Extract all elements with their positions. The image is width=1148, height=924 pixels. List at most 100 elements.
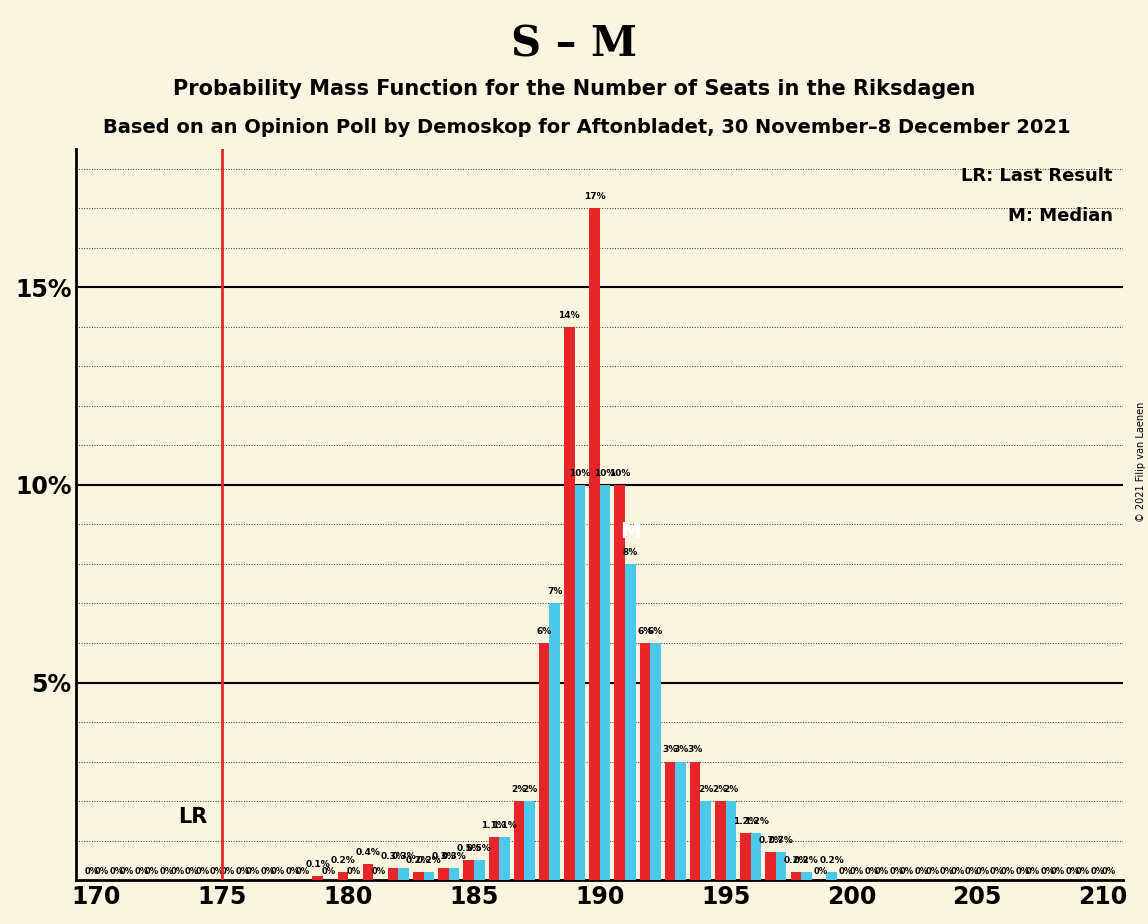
- Text: 0.7%: 0.7%: [769, 836, 793, 845]
- Bar: [550, 603, 560, 881]
- Bar: [363, 864, 373, 881]
- Bar: [439, 869, 449, 881]
- Bar: [575, 485, 585, 881]
- Text: 0%: 0%: [850, 868, 863, 876]
- Text: 0%: 0%: [990, 868, 1004, 876]
- Bar: [413, 872, 424, 881]
- Text: 0%: 0%: [925, 868, 939, 876]
- Text: 0%: 0%: [271, 868, 285, 876]
- Text: 6%: 6%: [536, 626, 552, 636]
- Text: 0%: 0%: [347, 868, 360, 876]
- Text: 0%: 0%: [814, 868, 828, 876]
- Text: S – M: S – M: [511, 23, 637, 65]
- Bar: [751, 833, 761, 881]
- Text: 2%: 2%: [723, 785, 738, 794]
- Text: 1.1%: 1.1%: [492, 821, 517, 830]
- Text: 3%: 3%: [688, 746, 703, 755]
- Text: 7%: 7%: [548, 588, 563, 596]
- Bar: [715, 801, 726, 881]
- Text: 0%: 0%: [1040, 868, 1055, 876]
- Bar: [665, 761, 675, 881]
- Text: 0%: 0%: [286, 868, 300, 876]
- Text: 1.2%: 1.2%: [734, 817, 758, 826]
- Text: 0%: 0%: [1050, 868, 1065, 876]
- Bar: [564, 327, 575, 881]
- Text: 0%: 0%: [95, 868, 109, 876]
- Bar: [589, 208, 599, 881]
- Text: 0%: 0%: [839, 868, 853, 876]
- Text: 10%: 10%: [608, 468, 630, 478]
- Text: 0%: 0%: [261, 868, 274, 876]
- Text: 3%: 3%: [673, 746, 688, 755]
- Bar: [740, 833, 751, 881]
- Bar: [599, 485, 611, 881]
- Text: 0.2%: 0.2%: [794, 857, 819, 865]
- Text: 0.4%: 0.4%: [356, 848, 380, 857]
- Bar: [398, 869, 409, 881]
- Text: 8%: 8%: [622, 548, 638, 557]
- Text: LR: Last Result: LR: Last Result: [961, 167, 1112, 185]
- Text: Based on an Opinion Poll by Demoskop for Aftonbladet, 30 November–8 December 202: Based on an Opinion Poll by Demoskop for…: [103, 118, 1071, 138]
- Text: 6%: 6%: [647, 626, 664, 636]
- Bar: [625, 564, 636, 881]
- Bar: [489, 836, 499, 881]
- Text: 0%: 0%: [964, 868, 979, 876]
- Text: 0.2%: 0.2%: [783, 857, 808, 865]
- Bar: [776, 853, 786, 881]
- Bar: [650, 643, 660, 881]
- Text: 3%: 3%: [662, 746, 677, 755]
- Text: 0.1%: 0.1%: [305, 860, 331, 869]
- Bar: [338, 872, 348, 881]
- Text: 0%: 0%: [864, 868, 878, 876]
- Text: 0%: 0%: [915, 868, 929, 876]
- Text: 1.1%: 1.1%: [481, 821, 506, 830]
- Text: 0%: 0%: [1065, 868, 1079, 876]
- Bar: [700, 801, 711, 881]
- Text: 0%: 0%: [170, 868, 185, 876]
- Text: 0.5%: 0.5%: [456, 845, 481, 853]
- Text: 0.2%: 0.2%: [417, 857, 441, 865]
- Text: 0%: 0%: [109, 868, 124, 876]
- Text: 0%: 0%: [1015, 868, 1030, 876]
- Text: 0%: 0%: [321, 868, 335, 876]
- Text: 0%: 0%: [940, 868, 954, 876]
- Text: M: Median: M: Median: [1008, 208, 1112, 225]
- Bar: [499, 836, 510, 881]
- Bar: [766, 853, 776, 881]
- Text: 0%: 0%: [976, 868, 990, 876]
- Text: 0%: 0%: [1101, 868, 1116, 876]
- Bar: [388, 869, 398, 881]
- Text: © 2021 Filip van Laenen: © 2021 Filip van Laenen: [1135, 402, 1146, 522]
- Text: 17%: 17%: [583, 192, 605, 201]
- Text: 0%: 0%: [951, 868, 964, 876]
- Text: Probability Mass Function for the Number of Seats in the Riksdagen: Probability Mass Function for the Number…: [173, 79, 975, 99]
- Text: 0%: 0%: [296, 868, 310, 876]
- Text: 2%: 2%: [522, 785, 537, 794]
- Bar: [464, 860, 474, 881]
- Text: 0%: 0%: [900, 868, 914, 876]
- Text: 0.2%: 0.2%: [406, 857, 430, 865]
- Text: 0%: 0%: [134, 868, 148, 876]
- Bar: [675, 761, 685, 881]
- Bar: [513, 801, 525, 881]
- Text: 2%: 2%: [713, 785, 728, 794]
- Text: 0%: 0%: [145, 868, 160, 876]
- Text: 0%: 0%: [84, 868, 99, 876]
- Text: 0.5%: 0.5%: [467, 845, 491, 853]
- Bar: [538, 643, 550, 881]
- Text: 0.3%: 0.3%: [391, 852, 416, 861]
- Text: 0%: 0%: [1001, 868, 1015, 876]
- Text: 0.3%: 0.3%: [432, 852, 456, 861]
- Bar: [525, 801, 535, 881]
- Text: 2%: 2%: [511, 785, 527, 794]
- Text: 14%: 14%: [559, 310, 580, 320]
- Text: 0%: 0%: [246, 868, 259, 876]
- Text: 10%: 10%: [595, 468, 615, 478]
- Text: 0%: 0%: [235, 868, 249, 876]
- Text: 0%: 0%: [210, 868, 224, 876]
- Text: 0.3%: 0.3%: [381, 852, 405, 861]
- Bar: [827, 872, 837, 881]
- Text: 0%: 0%: [185, 868, 199, 876]
- Bar: [474, 860, 484, 881]
- Bar: [424, 872, 434, 881]
